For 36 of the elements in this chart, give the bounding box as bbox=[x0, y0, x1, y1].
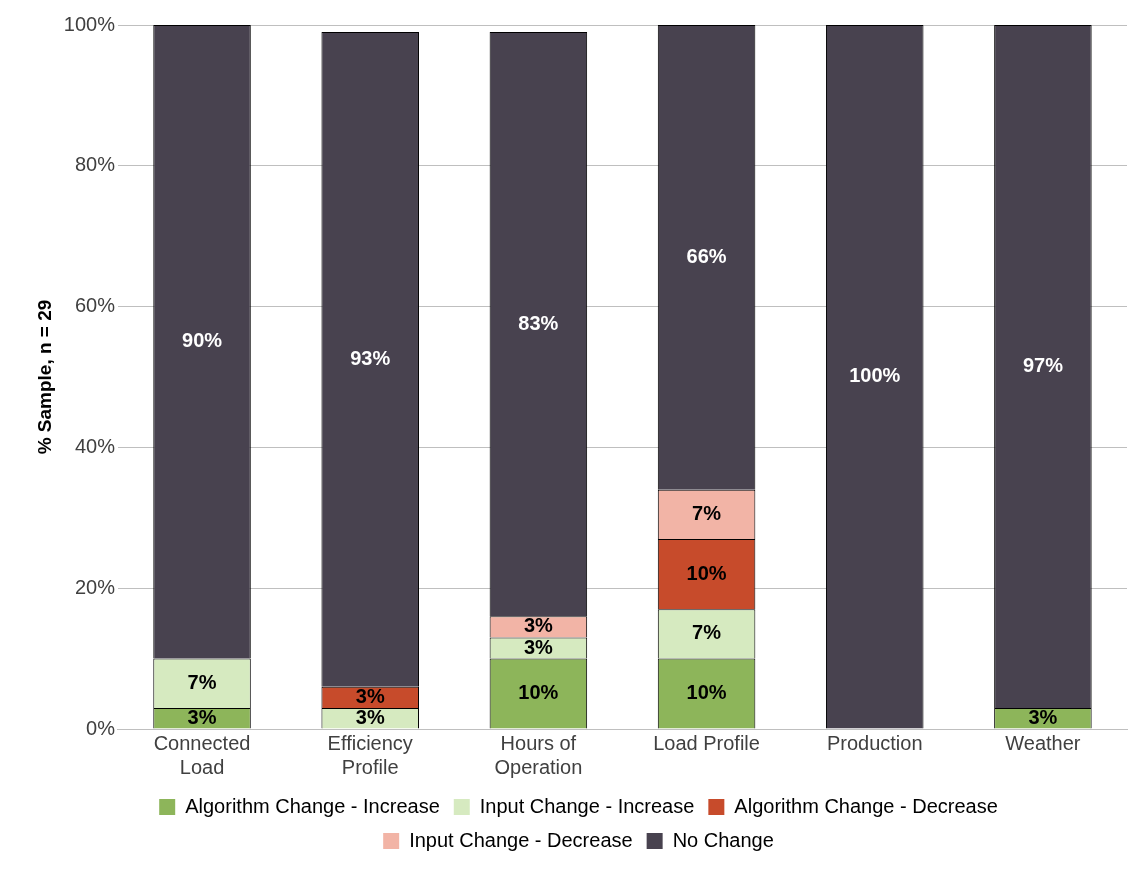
data-label: 3% bbox=[1028, 705, 1058, 728]
data-label: 83% bbox=[518, 311, 559, 334]
x-tick-label: Production bbox=[826, 731, 923, 754]
data-label: 7% bbox=[187, 670, 217, 693]
y-tick-label: 40% bbox=[74, 434, 116, 457]
x-tick-label: Efficiency Profile bbox=[327, 731, 413, 778]
data-label: 10% bbox=[686, 561, 727, 584]
x-tick-label: Hours of Operation bbox=[494, 731, 583, 778]
y-tick-label: 20% bbox=[74, 575, 116, 598]
legend-label: No Change bbox=[672, 828, 774, 851]
legend-label: Algorithm Change - Decrease bbox=[734, 794, 998, 817]
y-axis-title: % Sample, n = 29 bbox=[33, 299, 55, 455]
x-tick-label: Load Profile bbox=[653, 731, 760, 754]
data-label: 10% bbox=[686, 681, 727, 704]
data-label: 97% bbox=[1022, 353, 1064, 376]
y-tick-label: 80% bbox=[74, 153, 116, 176]
legend-label: Input Change - Decrease bbox=[409, 828, 633, 851]
data-label: 3% bbox=[187, 705, 217, 728]
y-tick-label: 60% bbox=[74, 294, 116, 317]
data-label: 10% bbox=[518, 681, 559, 704]
data-label: 93% bbox=[350, 346, 391, 369]
y-tick-label: 100% bbox=[63, 12, 116, 35]
legend-label: Input Change - Increase bbox=[479, 794, 695, 817]
y-tick-label: 0% bbox=[86, 716, 116, 739]
data-label: 100% bbox=[849, 364, 901, 387]
legend-label: Algorithm Change - Increase bbox=[185, 794, 440, 817]
data-label: 66% bbox=[686, 244, 727, 267]
data-label: 7% bbox=[692, 621, 722, 644]
data-label: 90% bbox=[182, 329, 223, 352]
data-label: 3% bbox=[523, 635, 554, 658]
data-label: 7% bbox=[692, 501, 722, 524]
data-label: 3% bbox=[355, 705, 385, 728]
x-tick-label: Weather bbox=[1005, 731, 1081, 754]
x-tick-label: Connected Load bbox=[153, 731, 251, 778]
data-label: 3% bbox=[355, 684, 385, 707]
data-label: 3% bbox=[523, 614, 554, 637]
